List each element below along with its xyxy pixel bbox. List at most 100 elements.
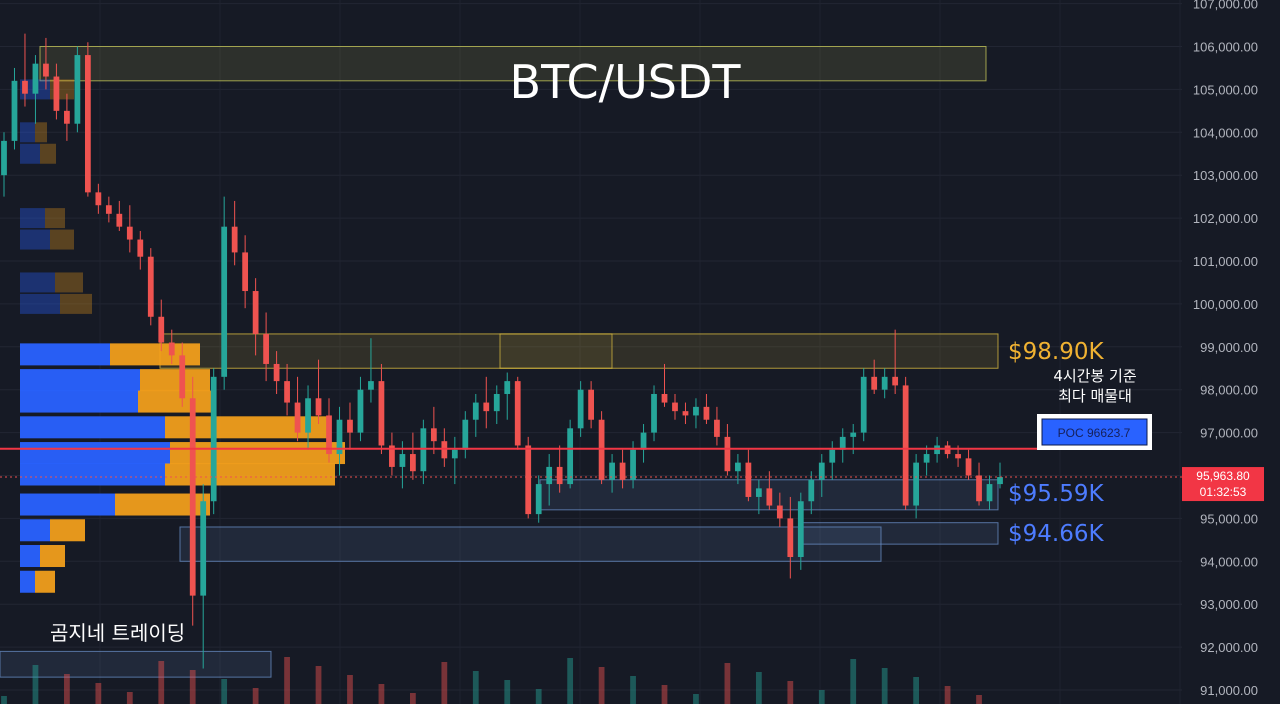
candle [693,398,699,429]
candle-body [766,488,773,506]
candle-body [53,76,60,111]
profile-down-bar [35,122,47,143]
low-zone [0,650,272,678]
profile-up-bar [20,343,110,366]
candle-body [693,406,699,416]
volume-bars [1,657,982,704]
candle-body [976,475,982,502]
profile-up-bar [20,208,45,229]
candle-body [126,226,133,240]
candle [168,329,175,364]
volume-bar [693,694,699,704]
candle [410,432,416,480]
volume-bar [598,667,605,704]
candle [766,471,773,510]
candle-body [651,393,657,433]
candle-body [745,462,752,497]
candle-body [986,484,993,502]
candle [305,385,311,450]
candle-body [168,342,175,356]
profile-up-bar [20,143,40,164]
candle [588,381,594,429]
y-tick-label: 106,000.00 [1193,40,1258,55]
candle [430,406,437,455]
candle [609,454,615,493]
candle [441,428,448,467]
profile-down-bar [165,463,335,486]
candle [986,475,993,510]
candle [577,381,584,437]
candle [252,278,259,356]
profile-up-bar [20,463,165,486]
candle [263,312,269,382]
candle [200,484,207,669]
candle [357,376,364,442]
candle [221,196,228,390]
candle-body [808,479,815,502]
candle [525,436,532,519]
candle-body [347,419,353,433]
candle [284,363,290,416]
candle-body [944,445,951,455]
candle-body [934,445,940,455]
profile-up-bar [20,369,140,392]
candle-body [598,419,605,480]
profile-down-bar [110,343,200,366]
candle-body [902,385,909,506]
candle [871,359,878,394]
candle [378,363,385,455]
candle [714,406,720,446]
candle-body [284,381,290,403]
candle [755,479,762,515]
candle [32,55,39,124]
candle [84,42,91,197]
profile-up-bar [20,493,115,516]
candle-body [410,454,416,472]
candle [11,67,18,150]
profile-down-bar [35,570,55,593]
candle [336,406,343,476]
y-tick-label: 95,000.00 [1200,511,1258,526]
candle-body [797,501,804,558]
candle [965,449,972,480]
current-price-tag: 95,963.80 01:32:53 [1182,467,1264,502]
candle [158,299,165,352]
candle-body [441,441,448,459]
profile-down-bar [40,143,56,164]
candle-body [588,389,594,420]
candle-body [263,333,269,364]
candle [902,376,909,510]
candle-body [116,213,123,227]
candle-body [32,63,39,94]
candle-body [1,140,7,176]
candle [881,368,888,399]
y-tick-label: 101,000.00 [1193,254,1258,269]
y-tick-label: 105,000.00 [1193,82,1258,97]
candle [892,329,899,394]
poc-note-line-2: 최다 매물대 [1058,387,1132,405]
candle-body [11,80,18,141]
volume-bar [881,668,888,704]
candle-body [273,363,280,382]
candle-body [609,462,615,480]
current-price-value: 95,963.80 [1196,469,1250,483]
volume-bar [755,672,762,704]
candle-body [724,436,731,472]
profile-up-bar [20,293,60,314]
profile-down-bar [55,272,83,293]
candle [210,368,217,515]
candle-body [493,393,500,412]
profile-up-bar [20,416,165,439]
candle [640,424,647,463]
candle [189,376,196,626]
candle-body [147,256,154,317]
y-tick-label: 94,000.00 [1200,554,1258,569]
price-axis[interactable]: 91,000.00 92,000.00 93,000.00 94,000.00 95,0… [1193,0,1258,698]
volume-bar [284,657,290,704]
volume-bar [1,696,7,704]
candle-body [892,376,899,386]
candle-body [776,505,783,519]
candle-body [997,477,1003,485]
